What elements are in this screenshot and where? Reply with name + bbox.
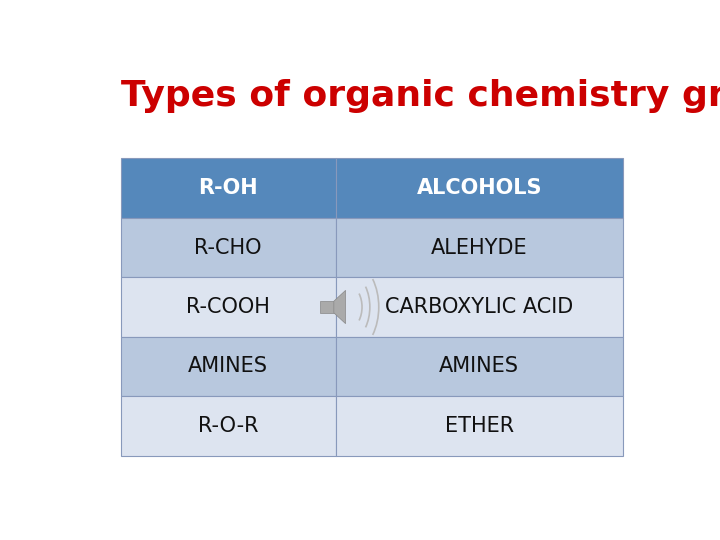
Bar (336, 218, 623, 277)
Text: AMINES: AMINES (188, 356, 268, 376)
Bar (121, 218, 336, 277)
Text: Types of organic chemistry groups: Types of organic chemistry groups (121, 79, 720, 113)
Bar (336, 337, 623, 396)
Text: R-COOH: R-COOH (186, 297, 270, 317)
Text: ETHER: ETHER (445, 416, 514, 436)
Bar (336, 158, 623, 218)
Text: CARBOXYLIC ACID: CARBOXYLIC ACID (385, 297, 573, 317)
Bar (336, 396, 623, 456)
Text: ALCOHOLS: ALCOHOLS (416, 178, 542, 198)
Bar (336, 277, 623, 337)
Bar (121, 158, 336, 218)
Bar (121, 396, 336, 456)
Text: ALEHYDE: ALEHYDE (431, 238, 528, 258)
Polygon shape (320, 301, 334, 313)
Text: R-OH: R-OH (198, 178, 258, 198)
Text: R-O-R: R-O-R (198, 416, 258, 436)
Polygon shape (334, 291, 346, 323)
Bar (121, 337, 336, 396)
Bar (121, 277, 336, 337)
Text: R-CHO: R-CHO (194, 238, 262, 258)
Text: AMINES: AMINES (439, 356, 519, 376)
